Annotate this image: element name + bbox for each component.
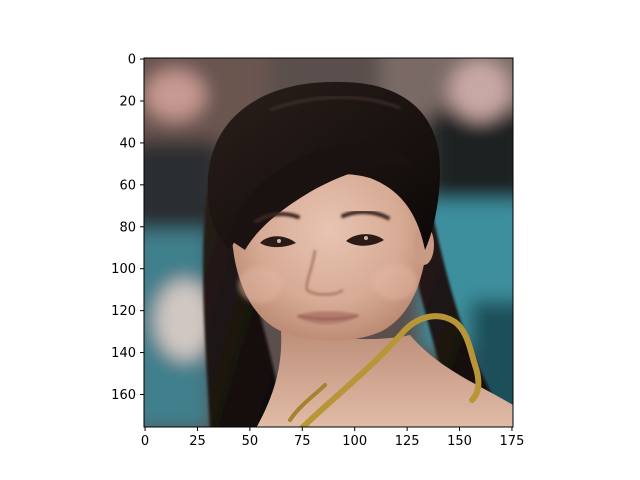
photo <box>144 58 513 427</box>
x-tick-label: 25 <box>189 434 206 449</box>
y-tick-label: 60 <box>119 178 136 193</box>
y-tick-label: 160 <box>111 388 136 403</box>
x-tick-label: 175 <box>500 434 525 449</box>
necklace <box>288 313 482 427</box>
y-tick-label: 20 <box>119 94 136 109</box>
eyes <box>260 234 384 248</box>
x-tick-label: 75 <box>294 434 311 449</box>
x-tick-label: 125 <box>395 434 420 449</box>
neck <box>256 320 513 427</box>
x-axis: 0 25 50 75 100 125 150 175 <box>141 427 524 449</box>
y-tick-label: 120 <box>111 304 136 319</box>
x-tick-label: 150 <box>447 434 472 449</box>
y-tick-label: 100 <box>111 262 136 277</box>
x-tick-label: 50 <box>242 434 259 449</box>
x-tick-label: 100 <box>342 434 367 449</box>
axes-frame <box>143 57 514 428</box>
y-tick-label: 40 <box>119 136 136 151</box>
eyebrows <box>254 210 390 224</box>
y-tick-label: 80 <box>119 220 136 235</box>
nose <box>305 249 344 296</box>
y-tick-label: 140 <box>111 346 136 361</box>
bangs <box>230 142 412 250</box>
y-axis: 0 20 40 60 80 100 120 140 160 <box>111 53 144 403</box>
lips <box>296 311 360 325</box>
x-tick-label: 0 <box>141 434 149 449</box>
y-tick-label: 0 <box>128 53 136 68</box>
